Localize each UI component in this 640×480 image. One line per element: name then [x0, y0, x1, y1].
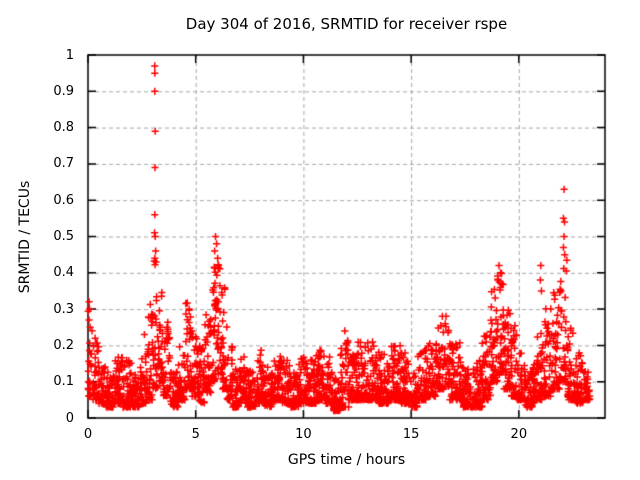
y-tick-label: 1: [65, 47, 74, 63]
chart-title: Day 304 of 2016, SRMTID for receiver rsp…: [185, 15, 508, 33]
y-tick-label: 0.1: [53, 374, 74, 390]
y-tick-label: 0.3: [53, 301, 74, 317]
y-tick-label: 0.6: [53, 192, 74, 208]
y-tick-label: 0.8: [53, 120, 74, 136]
y-tick-label: 0.7: [53, 156, 74, 172]
x-tick-label: 10: [295, 427, 312, 442]
y-tick-label: 0: [65, 410, 74, 426]
y-tick-label: 0.2: [53, 337, 74, 353]
y-tick-label: 0.4: [53, 265, 74, 281]
x-tick-label: 20: [510, 427, 528, 442]
y-tick-label: 0.9: [53, 83, 74, 99]
x-tick-label: 5: [191, 427, 200, 442]
x-tick-label: 0: [83, 427, 93, 442]
y-tick-label: 0.5: [53, 229, 74, 244]
x-tick-label: 15: [402, 427, 420, 442]
x-axis-label: GPS time / hours: [287, 452, 406, 468]
